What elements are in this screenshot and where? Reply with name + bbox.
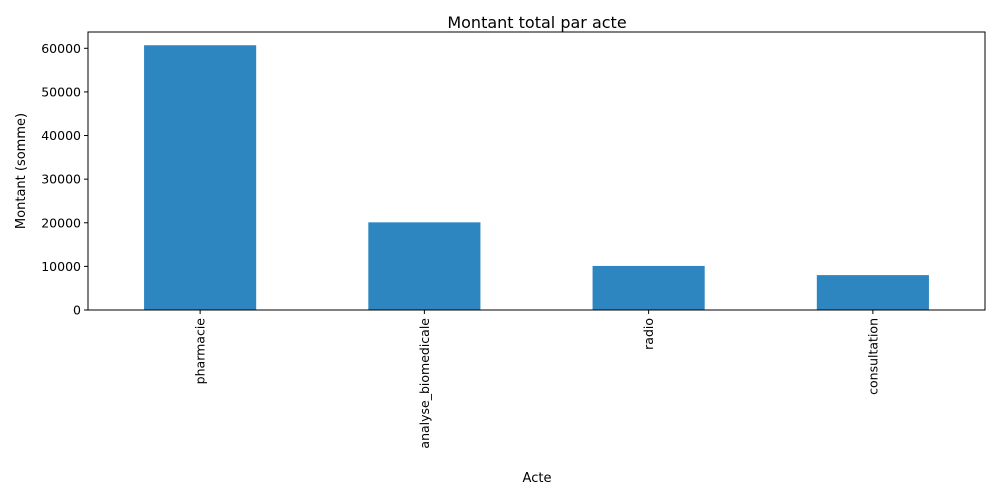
x-tick-label: radio xyxy=(641,318,656,350)
x-tick-label: analyse_biomedicale xyxy=(417,318,432,449)
bar-pharmacie xyxy=(144,45,257,310)
bar-analyse-biomedicale xyxy=(368,222,481,310)
x-tick-label: pharmacie xyxy=(193,318,208,385)
y-tick-label: 10000 xyxy=(41,259,81,274)
x-axis-ticks: pharmacie analyse_biomedicale radio consult… xyxy=(193,310,880,449)
plot-frame xyxy=(87,31,986,311)
y-tick-label: 30000 xyxy=(41,172,81,187)
x-tick-label: consultation xyxy=(865,318,880,395)
y-tick-label: 40000 xyxy=(41,128,81,143)
y-tick-label: 60000 xyxy=(41,41,81,56)
y-tick-label: 0 xyxy=(73,303,81,318)
y-tick-label: 20000 xyxy=(41,215,81,230)
y-axis-ticks: 0 10000 20000 30000 40000 50000 60000 xyxy=(41,41,88,318)
bar-consultation xyxy=(816,275,929,310)
y-axis-label: Montant (somme) xyxy=(14,113,29,229)
bar-radio xyxy=(592,265,705,310)
x-axis-label: Acte xyxy=(523,471,552,486)
chart-title: Montant total par acte xyxy=(447,13,626,32)
bars-group xyxy=(144,45,929,310)
y-tick-label: 50000 xyxy=(41,84,81,99)
